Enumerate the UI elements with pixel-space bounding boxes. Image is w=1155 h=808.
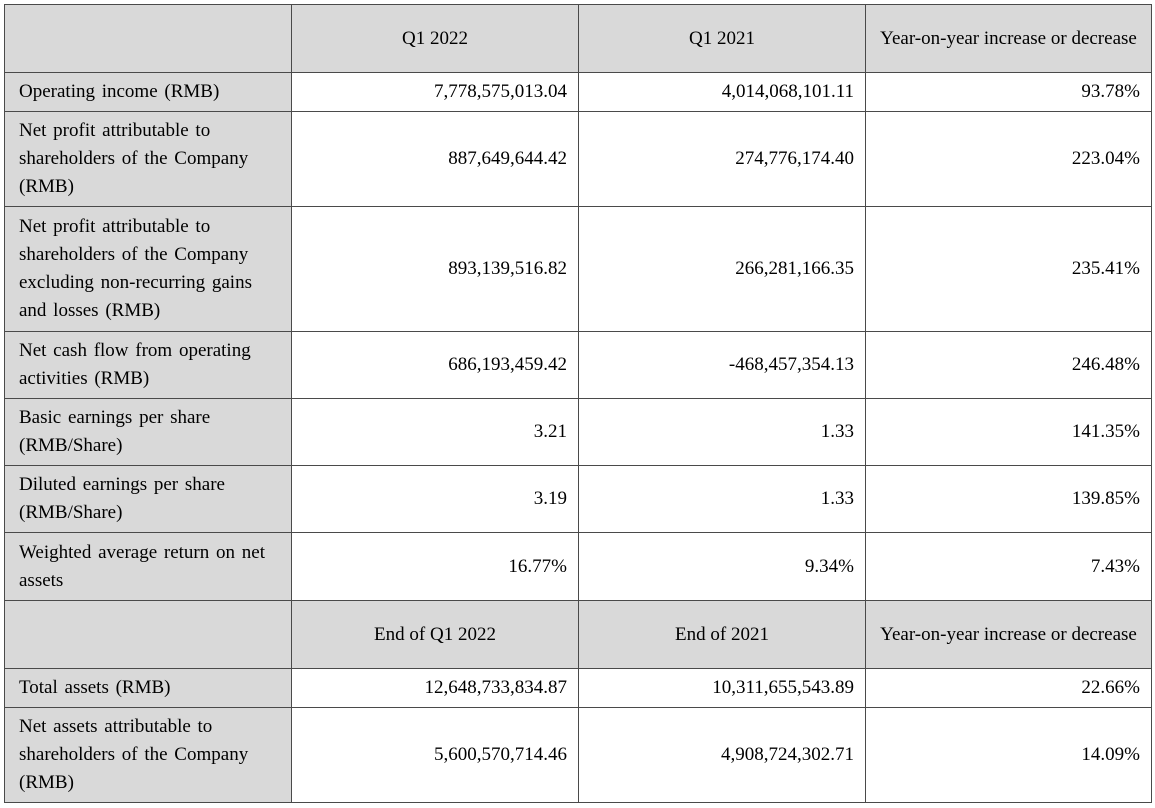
- value-cell: 4,014,068,101.11: [578, 72, 866, 112]
- value-cell: 12,648,733,834.87: [291, 668, 579, 708]
- financial-data-table: Q1 2022 Q1 2021 Year-on-year increase or…: [4, 4, 1152, 803]
- row-label: Total assets (RMB): [4, 668, 292, 708]
- row-label: Basic earnings per share (RMB/Share): [4, 398, 292, 466]
- value-cell: 16.77%: [291, 532, 579, 601]
- row-label: Net profit attributable to shareholders …: [4, 206, 292, 332]
- row-label: Net profit attributable to shareholders …: [4, 111, 292, 207]
- table-row: Weighted average return on net assets 16…: [4, 532, 1152, 601]
- value-cell: 1.33: [578, 398, 866, 466]
- table-row: Total assets (RMB) 12,648,733,834.87 10,…: [4, 668, 1152, 708]
- header-blank-cell: [4, 600, 292, 669]
- column-header: End of Q1 2022: [291, 600, 579, 669]
- header-row: Q1 2022 Q1 2021 Year-on-year increase or…: [4, 4, 1152, 73]
- value-cell: 9.34%: [578, 532, 866, 601]
- value-cell: 7.43%: [865, 532, 1152, 601]
- value-cell: 893,139,516.82: [291, 206, 579, 332]
- table-row: Net cash flow from operating activities …: [4, 331, 1152, 399]
- value-cell: 887,649,644.42: [291, 111, 579, 207]
- value-cell: 7,778,575,013.04: [291, 72, 579, 112]
- value-cell: 5,600,570,714.46: [291, 707, 579, 803]
- value-cell: 266,281,166.35: [578, 206, 866, 332]
- value-cell: 1.33: [578, 465, 866, 533]
- column-header: Year-on-year increase or decrease: [865, 4, 1152, 73]
- value-cell: 4,908,724,302.71: [578, 707, 866, 803]
- value-cell: 686,193,459.42: [291, 331, 579, 399]
- value-cell: 139.85%: [865, 465, 1152, 533]
- value-cell: 235.41%: [865, 206, 1152, 332]
- row-label: Net assets attributable to shareholders …: [4, 707, 292, 803]
- table-row: Net profit attributable to shareholders …: [4, 111, 1152, 207]
- column-header: Q1 2021: [578, 4, 866, 73]
- row-label: Operating income (RMB): [4, 72, 292, 112]
- row-label: Weighted average return on net assets: [4, 532, 292, 601]
- table-row: Operating income (RMB) 7,778,575,013.04 …: [4, 72, 1152, 112]
- table-row: Net profit attributable to shareholders …: [4, 206, 1152, 332]
- value-cell: -468,457,354.13: [578, 331, 866, 399]
- value-cell: 223.04%: [865, 111, 1152, 207]
- value-cell: 246.48%: [865, 331, 1152, 399]
- column-header: Year-on-year increase or decrease: [865, 600, 1152, 669]
- value-cell: 3.19: [291, 465, 579, 533]
- table-row: Diluted earnings per share (RMB/Share) 3…: [4, 465, 1152, 533]
- value-cell: 14.09%: [865, 707, 1152, 803]
- table-row: Basic earnings per share (RMB/Share) 3.2…: [4, 398, 1152, 466]
- value-cell: 22.66%: [865, 668, 1152, 708]
- table-row: Net assets attributable to shareholders …: [4, 707, 1152, 803]
- column-header: Q1 2022: [291, 4, 579, 73]
- value-cell: 10,311,655,543.89: [578, 668, 866, 708]
- value-cell: 141.35%: [865, 398, 1152, 466]
- header-row: End of Q1 2022 End of 2021 Year-on-year …: [4, 600, 1152, 669]
- row-label: Net cash flow from operating activities …: [4, 331, 292, 399]
- row-label: Diluted earnings per share (RMB/Share): [4, 465, 292, 533]
- value-cell: 93.78%: [865, 72, 1152, 112]
- header-blank-cell: [4, 4, 292, 73]
- column-header: End of 2021: [578, 600, 866, 669]
- value-cell: 3.21: [291, 398, 579, 466]
- value-cell: 274,776,174.40: [578, 111, 866, 207]
